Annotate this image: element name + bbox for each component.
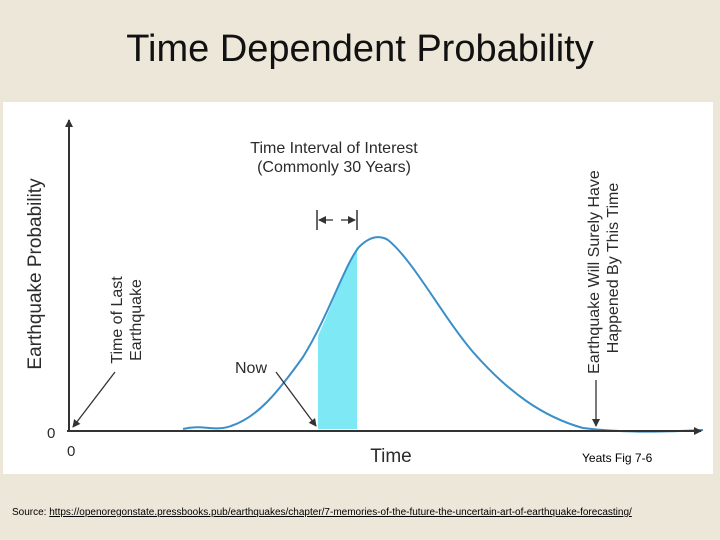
last-eq-arrow bbox=[72, 371, 116, 428]
x-origin-label: 0 bbox=[67, 443, 75, 460]
probability-diagram: Earthquake Probability Time 0 0 Time Int… bbox=[25, 119, 704, 467]
y-origin-label: 0 bbox=[47, 425, 55, 442]
y-axis-label: Earthquake Probability bbox=[25, 178, 46, 370]
now-arrow bbox=[275, 371, 317, 427]
x-axis-label: Time bbox=[370, 446, 412, 467]
interval-shade bbox=[318, 247, 357, 429]
sure-label-line2: Happened By This Time bbox=[605, 183, 622, 354]
figure-panel: Earthquake Probability Time 0 0 Time Int… bbox=[3, 102, 713, 474]
slide-title: Time Dependent Probability bbox=[126, 28, 594, 70]
source-line: Source: https://openoregonstate.pressboo… bbox=[12, 507, 718, 518]
sure-label-line1: Earthquake Will Surely Have bbox=[586, 170, 603, 374]
figure-caption: Yeats Fig 7-6 bbox=[582, 451, 653, 465]
probability-curve bbox=[182, 236, 704, 433]
last-eq-label-line2: Earthquake bbox=[128, 279, 145, 361]
source-link[interactable]: https://openoregonstate.pressbooks.pub/e… bbox=[49, 507, 632, 518]
last-eq-label-line1: Time of Last bbox=[109, 276, 126, 364]
source-prefix: Source: bbox=[12, 507, 50, 518]
interval-label-line1: Time Interval of Interest bbox=[250, 140, 418, 157]
now-label: Now bbox=[235, 360, 267, 377]
interval-label-line2: (Commonly 30 Years) bbox=[257, 159, 411, 176]
